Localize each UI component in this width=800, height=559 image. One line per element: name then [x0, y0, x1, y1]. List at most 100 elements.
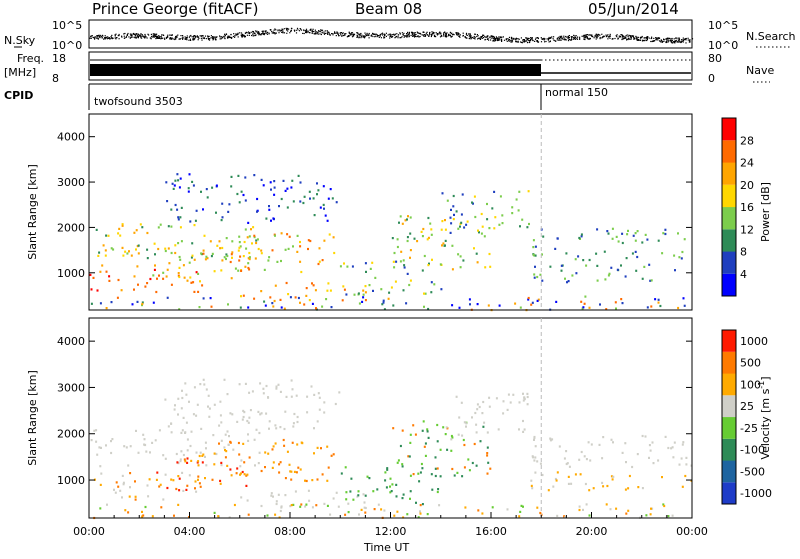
scatter-cell	[389, 485, 391, 488]
nsky-point	[181, 37, 183, 39]
scatter-cell	[201, 454, 204, 457]
nsky-point	[671, 39, 673, 41]
scatter-cell	[197, 290, 200, 293]
scatter-cell	[360, 508, 363, 511]
nsky-point	[477, 38, 479, 40]
scatter-cell	[641, 487, 644, 490]
scatter-cell	[280, 197, 283, 201]
nsky-point	[607, 34, 609, 36]
scatter-cell	[176, 208, 179, 211]
nsky-point	[553, 36, 555, 38]
nsky-point	[381, 32, 384, 34]
nsky-point	[157, 37, 159, 39]
scatter-cell	[530, 484, 533, 487]
nsky-point	[605, 34, 607, 36]
scatter-cell	[89, 273, 92, 276]
nsky-point	[482, 34, 484, 36]
scatter-cell	[270, 494, 273, 497]
nsky-point	[567, 36, 569, 38]
scatter-cell	[170, 208, 173, 211]
nsky-point	[635, 37, 637, 39]
scatter-cell	[332, 236, 335, 239]
scatter-cell	[439, 475, 442, 478]
scatter-cell	[193, 258, 196, 261]
nsky-point	[208, 37, 210, 40]
nsky-point	[118, 33, 120, 36]
scatter-cell	[326, 504, 329, 507]
scatter-cell	[602, 436, 605, 439]
scatter-cell	[164, 473, 167, 476]
nsky-point	[385, 32, 387, 34]
scatter-cell	[148, 478, 151, 481]
nsky-point	[622, 38, 624, 40]
scatter-cell	[164, 249, 167, 253]
nsky-point	[283, 32, 286, 34]
scatter-cell	[129, 445, 132, 448]
nsky-point	[303, 32, 305, 35]
nsky-point	[351, 36, 354, 38]
scatter-cell	[460, 213, 463, 216]
nsky-point	[309, 29, 311, 31]
nsky-point	[282, 32, 284, 34]
scatter-cell	[331, 197, 334, 200]
nsky-point	[639, 39, 642, 41]
scatter-cell	[527, 190, 530, 193]
scatter-cell	[286, 233, 289, 236]
scatter-cell	[351, 265, 354, 268]
scatter-cell	[159, 223, 162, 226]
scatter-cell	[511, 212, 514, 215]
scatter-cell	[254, 257, 257, 260]
nsky-point	[457, 33, 459, 35]
nsky-point	[281, 31, 283, 33]
nsky-point	[430, 34, 432, 36]
scatter-cell	[215, 211, 217, 214]
scatter-cell	[318, 408, 321, 411]
nsky-point	[588, 34, 590, 36]
nsky-point	[561, 35, 563, 37]
nsky-point	[364, 32, 366, 34]
x-tick-label: 12:00	[375, 525, 407, 538]
scatter-cell	[273, 186, 276, 189]
scatter-cell	[205, 388, 208, 391]
scatter-cell	[251, 242, 253, 245]
nsky-point	[94, 38, 96, 40]
scatter-cell	[469, 303, 471, 306]
scatter-cell	[223, 256, 226, 259]
nsky-point	[678, 38, 681, 40]
nsky-point	[154, 35, 157, 37]
scatter-cell	[178, 477, 181, 480]
scatter-cell	[131, 303, 134, 306]
scatter-cell	[645, 514, 648, 517]
scatter-cell	[280, 505, 283, 508]
nsky-point	[530, 39, 532, 42]
scatter-cell	[196, 403, 199, 406]
nsky-point	[157, 36, 159, 39]
nsky-point	[142, 35, 144, 37]
scatter-cell	[522, 392, 524, 395]
scatter-cell	[631, 465, 634, 469]
nsky-point	[147, 33, 149, 35]
nsky-point	[390, 34, 392, 36]
nsky-point	[225, 33, 228, 35]
nsky-point	[144, 36, 146, 38]
scatter-cell	[607, 274, 610, 277]
scatter-cell	[570, 482, 573, 485]
scatter-cell	[431, 258, 433, 261]
scatter-cell	[324, 214, 327, 217]
scatter-cell	[202, 252, 205, 255]
nsky-point	[115, 38, 117, 40]
scatter-cell	[242, 255, 245, 258]
scatter-cell	[533, 459, 536, 462]
scatter-cell	[649, 279, 652, 282]
nsky-point	[399, 32, 401, 34]
scatter-cell	[271, 249, 274, 252]
scatter-cell	[522, 505, 524, 508]
nsky-point	[165, 37, 167, 39]
scatter-cell	[275, 385, 278, 388]
scatter-cell	[621, 302, 624, 305]
nsky-point	[683, 39, 685, 41]
scatter-cell	[195, 414, 198, 417]
scatter-cell	[482, 400, 485, 404]
nsky-point	[420, 33, 422, 35]
nsky-point	[652, 40, 654, 42]
